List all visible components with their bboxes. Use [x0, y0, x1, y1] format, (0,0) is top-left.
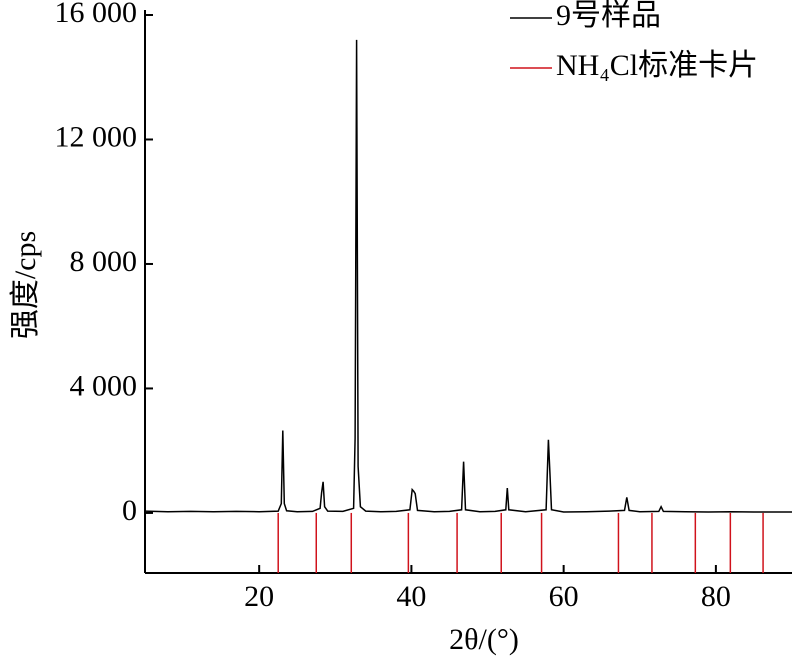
x-tick-label: 40 [396, 580, 426, 613]
y-tick-label: 16 000 [55, 0, 138, 29]
x-tick-label: 60 [549, 580, 579, 613]
spectrum-line [144, 39, 792, 513]
y-tick-label: 8 000 [70, 245, 138, 278]
y-tick-label: 0 [122, 494, 137, 527]
legend-label: NH₄Cl标准卡片 [556, 49, 758, 82]
y-axis-label: 强度/cps [9, 231, 42, 339]
y-tick-label: 12 000 [55, 120, 138, 153]
x-tick-label: 20 [244, 580, 274, 613]
legend-label: 9号样品 [556, 0, 661, 32]
y-tick-label: 4 000 [70, 369, 138, 402]
x-axis-label: 2θ/(°) [449, 623, 519, 656]
x-tick-label: 80 [701, 580, 731, 613]
